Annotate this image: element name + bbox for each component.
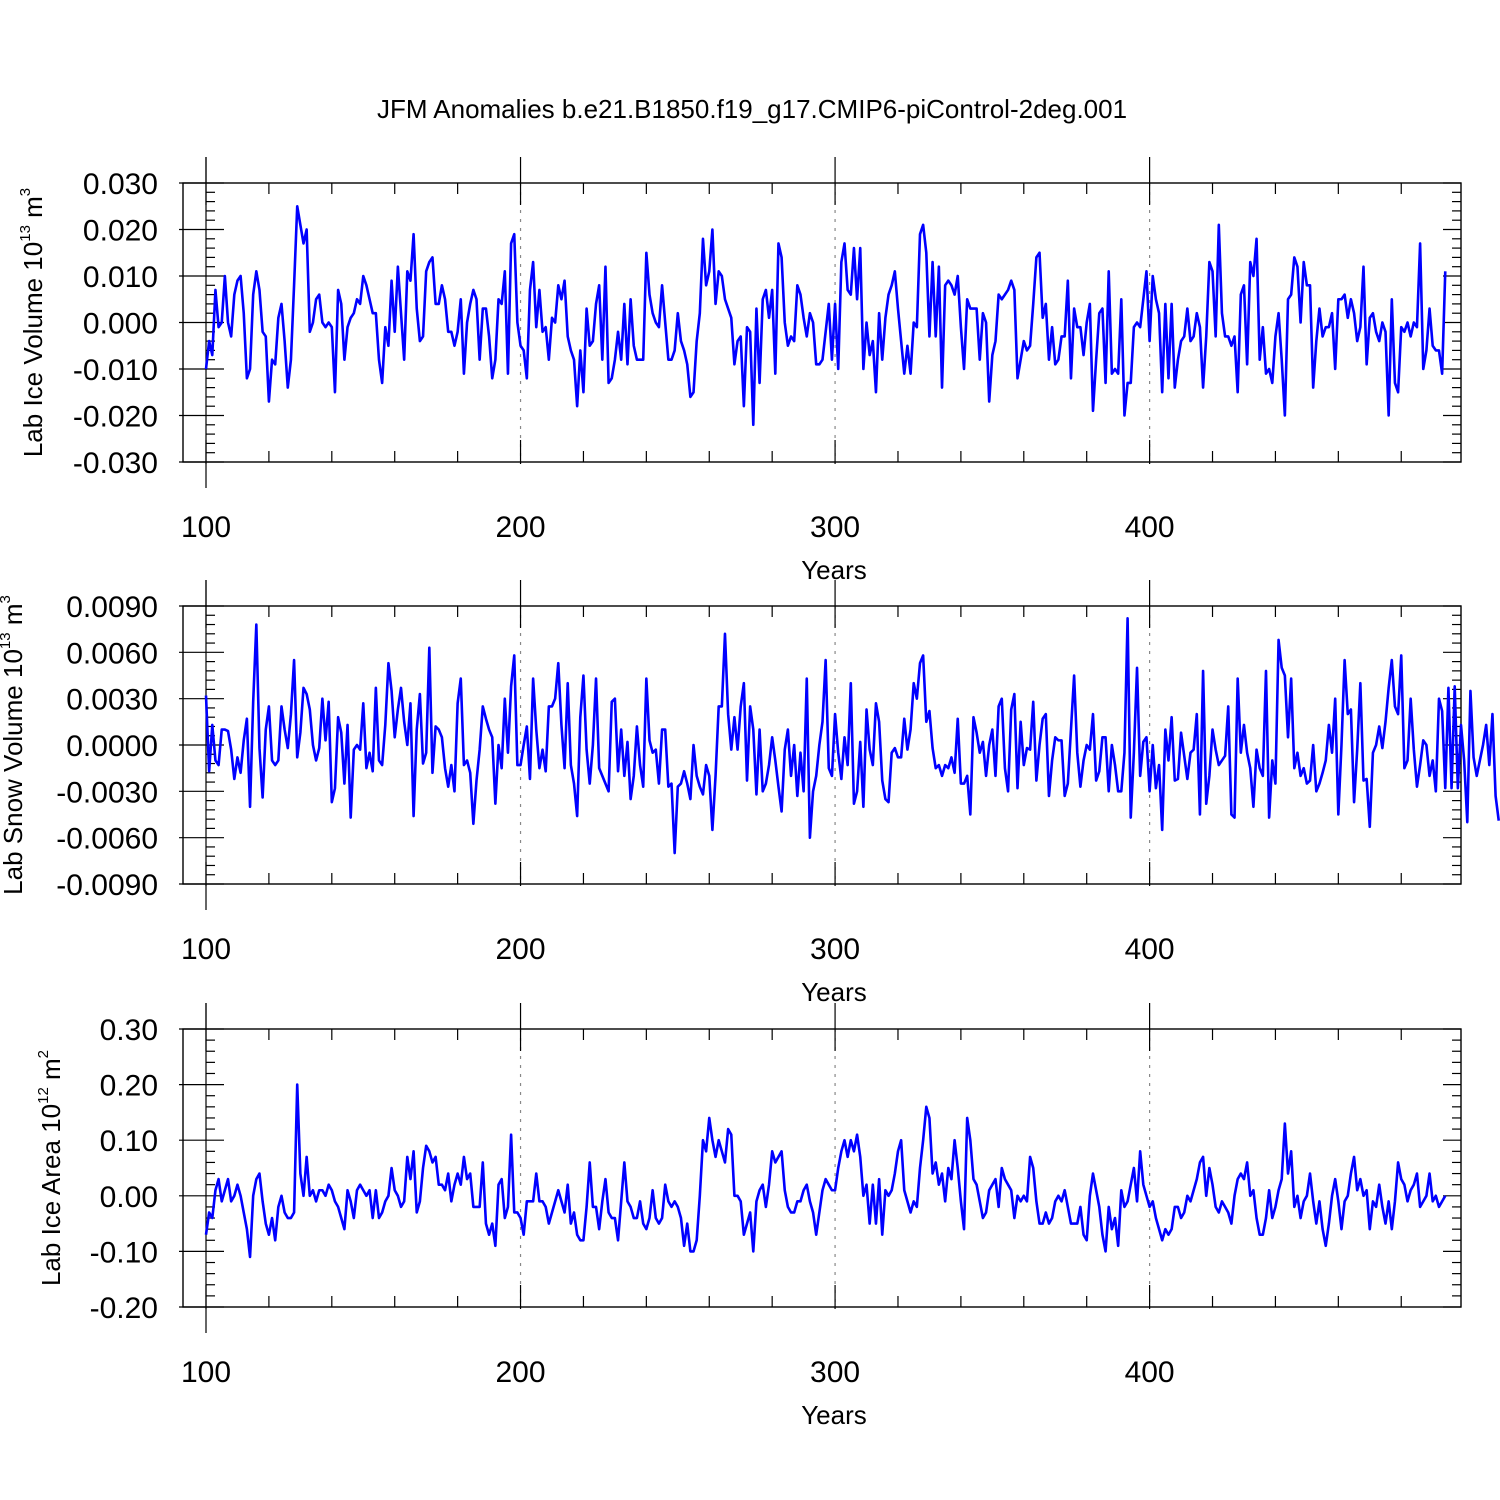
x-axis-title: Years bbox=[801, 1400, 867, 1430]
y-tick-label: 0.0090 bbox=[66, 591, 158, 624]
y-tick-label: 0.30 bbox=[100, 1014, 158, 1047]
x-tick-label: 400 bbox=[1125, 933, 1175, 966]
x-tick-label: 100 bbox=[181, 1356, 231, 1389]
y-axis-title-part: Lab Snow Volume 10 bbox=[0, 649, 28, 895]
y-tick-label: 0.0000 bbox=[66, 730, 158, 763]
y-axis-title-superscript: 3 bbox=[0, 595, 14, 603]
y-axis-title-part: m bbox=[0, 604, 28, 633]
x-tick-label: 300 bbox=[810, 511, 860, 544]
y-axis-title-superscript: 13 bbox=[0, 632, 14, 649]
panel-3: 0.30 0.20 0.10 0.00 -0.10 -0.20 100 200 300 400 Ye… bbox=[35, 1003, 1462, 1430]
y-axis-title-part: Lab Ice Area 10 bbox=[36, 1104, 66, 1286]
plot-frame bbox=[182, 1028, 1462, 1308]
y-axis-title: Lab Ice Area 1012 m2 bbox=[35, 1050, 66, 1286]
x-tick-label: 400 bbox=[1125, 1356, 1175, 1389]
series-line bbox=[204, 1083, 1447, 1259]
y-tick-label: -0.030 bbox=[73, 447, 158, 480]
y-tick-label: 0.0060 bbox=[66, 637, 158, 670]
panel-2: 0.0090 0.0060 0.0030 0.0000 -0.0030 -0.0060 -0… bbox=[0, 580, 1500, 1007]
y-tick-label: 0.020 bbox=[83, 215, 158, 248]
x-tick-label: 200 bbox=[496, 933, 546, 966]
y-tick-label: 0.010 bbox=[83, 261, 158, 294]
panels: 0.030 0.020 0.010 0.000 -0.010 -0.020 -0.030 10… bbox=[0, 157, 1500, 1430]
y-tick-label: -0.20 bbox=[90, 1292, 158, 1325]
y-axis-title-part: Lab Ice Volume 10 bbox=[18, 242, 48, 457]
y-tick-label: 0.10 bbox=[100, 1125, 158, 1158]
y-tick-label: -0.0030 bbox=[56, 776, 158, 809]
x-tick-label: 200 bbox=[496, 511, 546, 544]
series-line bbox=[204, 204, 1447, 427]
x-axis-title: Years bbox=[801, 977, 867, 1007]
y-axis-title-superscript: 2 bbox=[35, 1050, 52, 1058]
series-line bbox=[204, 617, 1500, 855]
y-axis-title: Lab Ice Volume 1013 m3 bbox=[17, 188, 48, 457]
x-tick-label: 200 bbox=[496, 1356, 546, 1389]
x-tick-label: 100 bbox=[181, 511, 231, 544]
y-axis-title: Lab Snow Volume 1013 m3 bbox=[0, 595, 28, 895]
y-axis-title-superscript: 13 bbox=[17, 225, 34, 242]
y-tick-label: -0.010 bbox=[73, 354, 158, 387]
y-axis-title-superscript: 12 bbox=[35, 1087, 52, 1104]
y-tick-label: -0.020 bbox=[73, 401, 158, 434]
y-axis-title-part: m bbox=[36, 1058, 66, 1087]
y-tick-label: 0.030 bbox=[83, 168, 158, 201]
y-axis-title-part: m bbox=[18, 196, 48, 225]
x-tick-label: 300 bbox=[810, 933, 860, 966]
y-axis-title-superscript: 3 bbox=[17, 188, 34, 196]
x-axis-title: Years bbox=[801, 555, 867, 585]
x-tick-label: 400 bbox=[1125, 511, 1175, 544]
y-tick-label: 0.0030 bbox=[66, 684, 158, 717]
y-tick-label: -0.0060 bbox=[56, 823, 158, 856]
panel-1: 0.030 0.020 0.010 0.000 -0.010 -0.020 -0.030 10… bbox=[17, 157, 1462, 585]
y-tick-label: -0.0090 bbox=[56, 869, 158, 902]
y-tick-label: 0.00 bbox=[100, 1181, 158, 1214]
y-tick-label: -0.10 bbox=[90, 1236, 158, 1269]
plot-frame bbox=[182, 182, 1462, 463]
y-tick-label: 0.20 bbox=[100, 1070, 158, 1103]
chart-title: JFM Anomalies b.e21.B1850.f19_g17.CMIP6-… bbox=[377, 94, 1127, 124]
y-tick-label: 0.000 bbox=[83, 308, 158, 341]
x-tick-label: 300 bbox=[810, 1356, 860, 1389]
x-tick-label: 100 bbox=[181, 933, 231, 966]
